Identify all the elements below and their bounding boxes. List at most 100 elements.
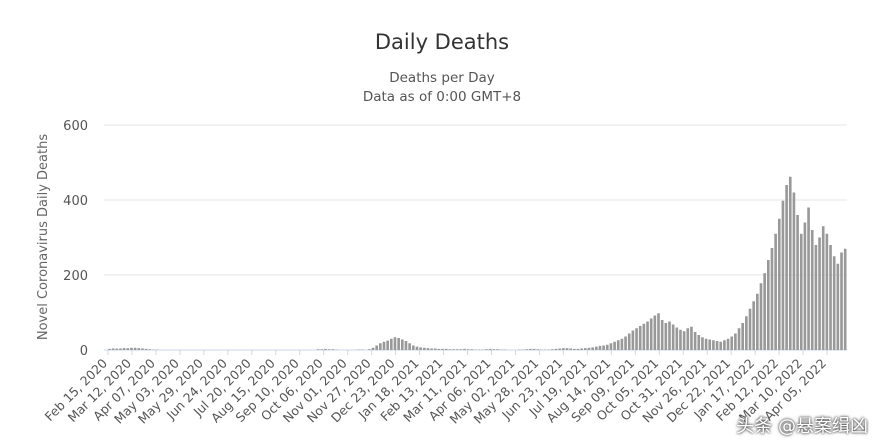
bar (488, 348, 492, 351)
bar (814, 245, 818, 350)
bar (576, 348, 580, 351)
bar (404, 341, 408, 350)
bar (379, 343, 382, 350)
bar (144, 348, 148, 351)
y-tick-label: 600 (63, 119, 88, 134)
bar (419, 347, 422, 351)
bar (327, 349, 331, 350)
bar (693, 332, 697, 350)
chart-subtitle-line-1: Deaths per Day (389, 70, 495, 86)
bar (536, 349, 540, 350)
bar (562, 348, 565, 351)
bar (111, 348, 115, 350)
bar (766, 260, 770, 350)
bar (598, 345, 602, 351)
bar (686, 328, 690, 350)
bar (532, 348, 536, 351)
bar (763, 273, 766, 351)
bar (455, 349, 459, 350)
bar (759, 283, 763, 350)
bar (320, 349, 324, 350)
bar (792, 192, 796, 350)
bar (675, 327, 679, 350)
y-tick-label: 400 (63, 194, 88, 209)
bar (382, 341, 386, 350)
bar (843, 248, 847, 350)
bar (627, 333, 631, 350)
bar (496, 349, 499, 350)
bar (679, 329, 682, 350)
bar (624, 336, 627, 350)
bar (616, 340, 620, 350)
bar (390, 338, 393, 350)
bar (573, 348, 576, 351)
bar (386, 340, 389, 351)
bar (415, 346, 419, 351)
bar (422, 347, 426, 350)
bar (836, 263, 840, 350)
bar (324, 348, 327, 351)
bar (492, 349, 496, 350)
bar (448, 349, 452, 350)
bar (408, 343, 411, 350)
bar (525, 349, 529, 350)
bar (734, 333, 737, 350)
bar (126, 348, 130, 351)
bar (788, 176, 792, 350)
bar (715, 341, 719, 350)
bar (719, 341, 723, 350)
bar (840, 252, 843, 350)
bar (730, 336, 734, 350)
bar (745, 316, 748, 350)
bar (818, 237, 821, 350)
bar (704, 338, 708, 350)
bar (133, 347, 137, 350)
bar (737, 328, 741, 350)
bar (433, 348, 437, 350)
bar (594, 346, 598, 351)
bar (397, 338, 400, 350)
bar (620, 338, 624, 350)
bar (690, 326, 693, 350)
bar (148, 349, 152, 350)
watermark-text: 头条 @悬案缉凶 (736, 416, 868, 437)
bar (741, 323, 745, 350)
chart-subtitle-line-2: Data as of 0:00 GMT+8 (362, 89, 522, 105)
bar (430, 348, 433, 350)
bar (119, 348, 122, 350)
bar (701, 337, 704, 350)
bar (803, 222, 807, 350)
bar (748, 308, 752, 350)
y-tick-label: 200 (63, 269, 88, 284)
bar (821, 226, 825, 350)
bar (554, 348, 558, 351)
bar (437, 348, 441, 351)
bar (657, 313, 660, 350)
bar (602, 345, 605, 350)
bar (426, 348, 430, 351)
bar (829, 245, 832, 350)
bar (774, 233, 777, 350)
bar (756, 293, 759, 350)
bar (452, 349, 455, 350)
bar (463, 348, 466, 351)
bar (316, 349, 320, 350)
bar (580, 348, 583, 350)
bar (646, 321, 649, 350)
bar (631, 330, 635, 350)
bar (441, 348, 444, 351)
grid-lines (104, 124, 847, 351)
bar (569, 348, 572, 350)
bar (137, 348, 141, 351)
bar (141, 348, 144, 350)
bar (649, 318, 653, 350)
bar (653, 315, 657, 350)
bar (470, 349, 474, 350)
bar (832, 256, 836, 350)
bar (796, 215, 799, 350)
bar (668, 321, 671, 350)
bar (609, 343, 613, 350)
chart-title: Daily Deaths (374, 30, 510, 54)
bar (660, 320, 664, 350)
